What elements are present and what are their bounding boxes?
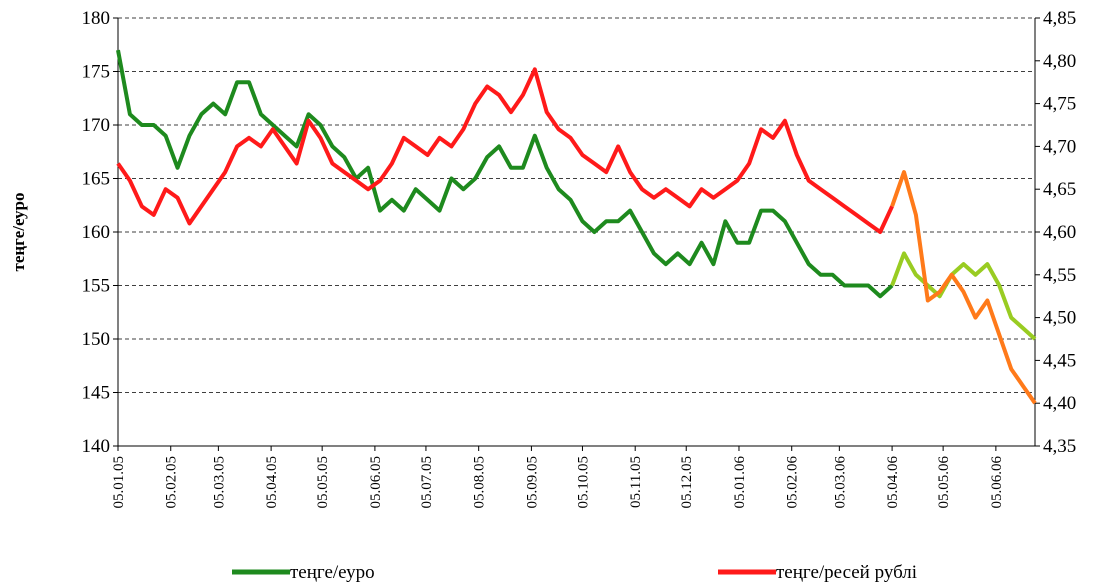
y2-tick-label: 4,40 bbox=[1043, 393, 1076, 414]
x-tick-label: 05.03.06 bbox=[832, 456, 848, 509]
series-line bbox=[890, 251, 1037, 341]
y2-tick-label: 4,75 bbox=[1043, 94, 1076, 115]
y2-tick-label: 4,70 bbox=[1043, 136, 1076, 157]
y-tick-label: 170 bbox=[82, 115, 111, 136]
x-tick-label: 05.04.06 bbox=[885, 456, 901, 509]
x-tick-label: 05.05.05 bbox=[315, 456, 331, 509]
y-tick-label: 140 bbox=[82, 436, 111, 457]
x-tick-label: 05.02.05 bbox=[164, 456, 180, 509]
y2-tick-label: 4,45 bbox=[1043, 350, 1076, 371]
series-line bbox=[116, 49, 894, 299]
y2-tick-label: 4,60 bbox=[1043, 222, 1076, 243]
x-tick-label: 05.01.05 bbox=[111, 456, 127, 509]
series-line bbox=[890, 170, 1037, 405]
x-tick-label: 05.02.06 bbox=[785, 456, 801, 509]
y2-tick-label: 4,65 bbox=[1043, 179, 1076, 200]
x-tick-label: 05.03.05 bbox=[211, 456, 227, 509]
x-tick-label: 05.05.06 bbox=[936, 456, 952, 509]
x-tick-label: 05.06.05 bbox=[368, 456, 384, 509]
x-tick-label: 05.09.05 bbox=[524, 456, 540, 509]
y2-tick-label: 4,35 bbox=[1043, 436, 1076, 457]
y-tick-label: 150 bbox=[82, 329, 111, 350]
x-tick-label: 05.12.05 bbox=[679, 456, 695, 509]
y-axis-label: теңге/еуро bbox=[9, 192, 28, 271]
y2-tick-label: 4,50 bbox=[1043, 308, 1076, 329]
y-tick-label: 165 bbox=[82, 169, 111, 190]
x-tick-label: 05.07.05 bbox=[419, 456, 435, 509]
y-tick-label: 160 bbox=[82, 222, 111, 243]
x-tick-label: 05.06.06 bbox=[989, 456, 1005, 509]
x-tick-label: 05.04.05 bbox=[264, 456, 280, 509]
x-tick-label: 05.08.05 bbox=[472, 456, 488, 509]
y-tick-label: 145 bbox=[82, 383, 111, 404]
y2-tick-label: 4,55 bbox=[1043, 265, 1076, 286]
legend-label: теңге/еуро bbox=[290, 562, 375, 583]
series-line bbox=[116, 67, 894, 234]
y-tick-label: 180 bbox=[82, 8, 111, 29]
x-tick-label: 05.10.05 bbox=[575, 456, 591, 509]
y-tick-label: 155 bbox=[82, 276, 111, 297]
x-tick-label: 05.01.06 bbox=[732, 456, 748, 509]
x-tick-label: 05.11.05 bbox=[628, 456, 644, 508]
legend-label: теңге/ресей рублі bbox=[776, 562, 917, 583]
y-tick-label: 175 bbox=[82, 62, 111, 83]
y2-tick-label: 4,80 bbox=[1043, 51, 1076, 72]
y2-tick-label: 4,85 bbox=[1043, 8, 1076, 29]
